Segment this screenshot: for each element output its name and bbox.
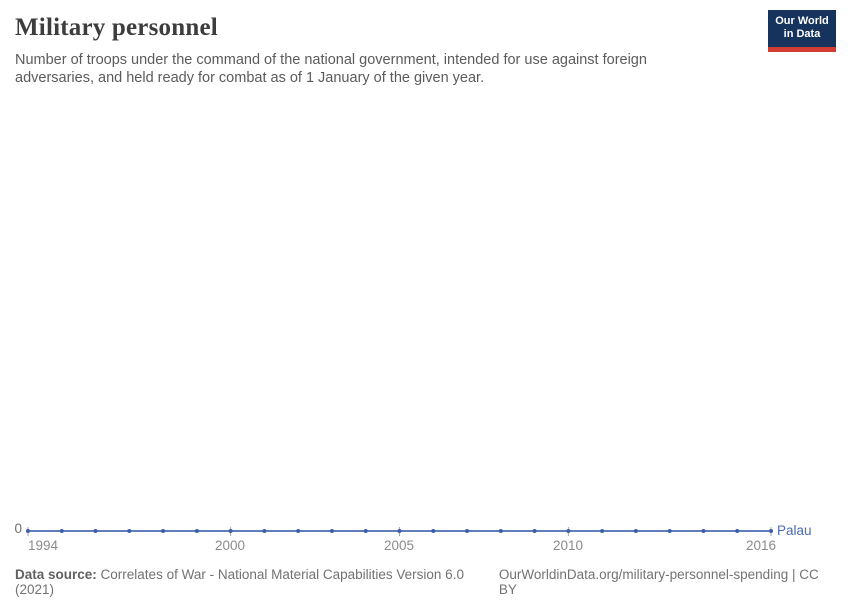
page-title: Military personnel: [15, 14, 218, 41]
data-point-2006[interactable]: [431, 529, 436, 533]
chart-svg[interactable]: [0, 505, 850, 565]
data-point-2014[interactable]: [701, 529, 706, 533]
data-point-2008[interactable]: [498, 529, 503, 533]
owid-logo-line2: in Data: [783, 28, 821, 40]
data-point-1999[interactable]: [194, 529, 199, 533]
data-point-1995[interactable]: [59, 529, 64, 533]
chart-subtitle: Number of troops under the command of th…: [15, 51, 647, 87]
data-point-1998[interactable]: [161, 529, 166, 533]
data-point-1997[interactable]: [127, 529, 132, 533]
data-point-2012[interactable]: [633, 529, 638, 533]
y-axis-zero-label: 0: [14, 521, 22, 536]
data-point-2010[interactable]: [566, 529, 571, 533]
data-point-2009[interactable]: [532, 529, 537, 533]
chart-subtitle-line1: Number of troops under the command of th…: [15, 52, 647, 68]
data-point-2015[interactable]: [735, 529, 740, 533]
data-point-2003[interactable]: [329, 529, 334, 533]
owid-logo-line1: Our World: [775, 15, 829, 27]
footer-citation-link[interactable]: OurWorldinData.org/military-personnel-sp…: [498, 567, 819, 597]
chart-footer: Data source: Correlates of War - Nationa…: [15, 567, 835, 597]
x-axis-label-2016: 2016: [745, 538, 776, 553]
data-source-label: Data source:: [15, 567, 97, 582]
data-point-2002[interactable]: [296, 529, 301, 533]
x-axis-label-1994: 1994: [28, 538, 59, 553]
data-source-text: Correlates of War - National Material Ca…: [15, 567, 464, 597]
data-point-2011[interactable]: [600, 529, 605, 533]
entity-label-palau[interactable]: Palau: [777, 523, 812, 538]
chart-subtitle-line2: adversaries, and held ready for combat a…: [15, 70, 485, 86]
data-point-2001[interactable]: [262, 529, 267, 533]
data-source-note: Data source: Correlates of War - Nationa…: [15, 567, 499, 597]
data-point-2016[interactable]: [769, 529, 773, 533]
data-point-2005[interactable]: [397, 529, 402, 533]
owid-logo[interactable]: Our World in Data: [768, 10, 836, 52]
data-point-2004[interactable]: [363, 529, 368, 533]
x-axis-label-2010: 2010: [552, 538, 584, 553]
x-axis-label-2000: 2000: [214, 538, 246, 553]
data-point-1994[interactable]: [26, 529, 30, 533]
chart-plot-area: 0 1994 2000 2005 2010 2016 Palau: [0, 505, 850, 565]
data-point-1996[interactable]: [93, 529, 98, 533]
data-point-2013[interactable]: [667, 529, 672, 533]
x-axis-label-2005: 2005: [383, 538, 415, 553]
data-point-2000[interactable]: [228, 529, 233, 533]
data-point-2007[interactable]: [465, 529, 470, 533]
